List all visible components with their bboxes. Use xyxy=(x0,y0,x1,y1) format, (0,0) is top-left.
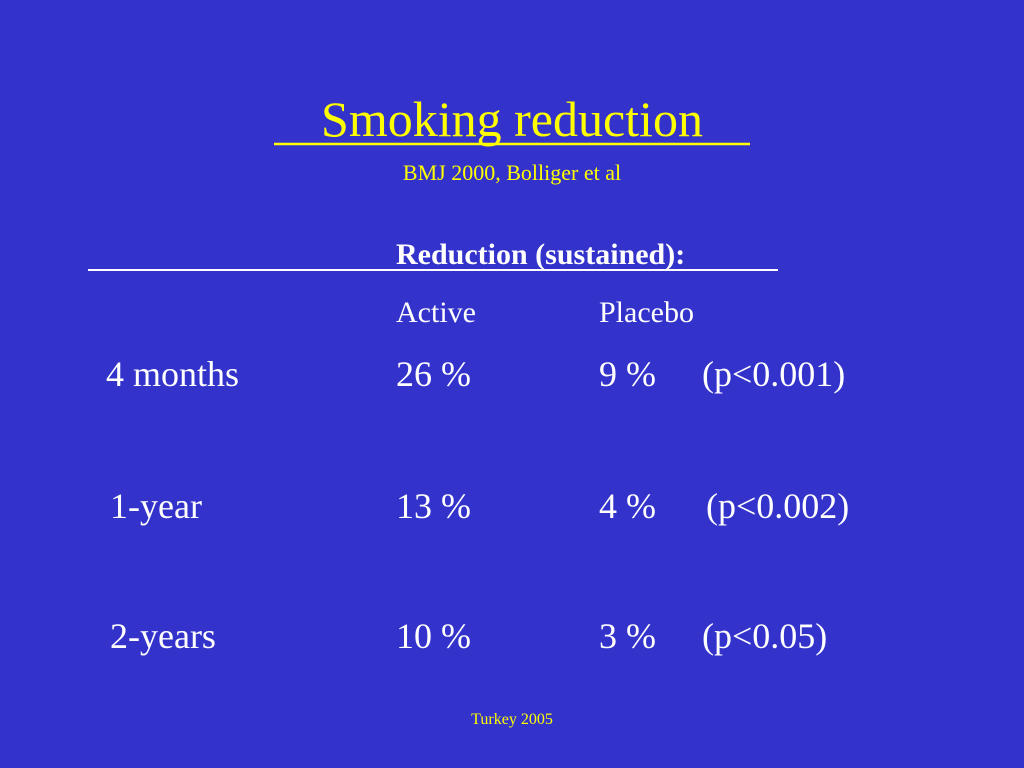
group-header: Reduction (sustained): xyxy=(396,238,685,271)
column-header: Placebo xyxy=(599,296,694,329)
cell: (p<0.001) xyxy=(702,354,845,394)
column-header: Active xyxy=(396,296,476,329)
cell: 4 % xyxy=(599,486,656,526)
cell: (p<0.05) xyxy=(702,616,827,656)
cell: 13 % xyxy=(396,486,471,526)
row-label: 4 months xyxy=(106,354,239,394)
cell: 9 % xyxy=(599,354,656,394)
cell: 26 % xyxy=(396,354,471,394)
subtitle: BMJ 2000, Bolliger et al xyxy=(403,160,621,185)
row-label: 1-year xyxy=(110,486,202,526)
cell: (p<0.002) xyxy=(706,486,849,526)
row-label: 2-years xyxy=(110,616,216,656)
cell: 3 % xyxy=(599,616,656,656)
footer: Turkey 2005 xyxy=(471,711,553,728)
title: Smoking reduction xyxy=(321,91,703,147)
cell: 10 % xyxy=(396,616,471,656)
